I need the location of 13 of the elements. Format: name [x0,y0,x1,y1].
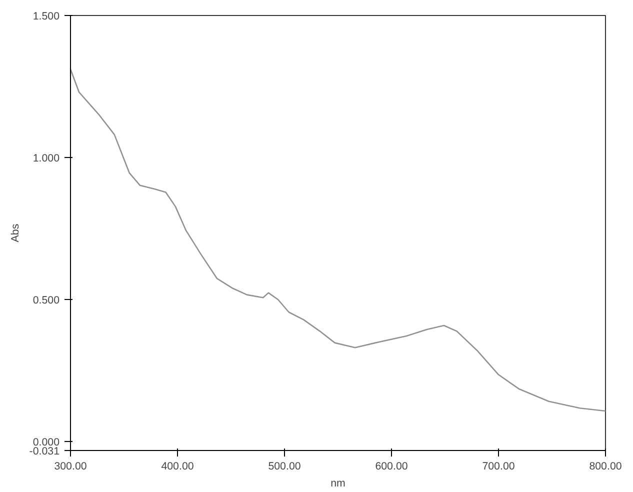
x-tick-label: 800.00 [589,460,622,472]
y-tick-label: 0.500 [32,294,60,307]
x-tick-label: 500.00 [268,460,301,472]
y-tick-label: -0.031 [29,446,60,458]
y-axis-title: Abs [9,224,22,242]
x-axis-title: nm [330,478,346,490]
y-tick-label: 1.000 [32,152,60,165]
x-tick-label: 600.00 [375,460,408,472]
x-tick-label: 700.00 [482,460,515,472]
y-tick-label: 1.500 [32,10,60,22]
x-tick-label: 300.00 [54,460,87,472]
x-tick-label: 400.00 [161,460,194,472]
line-series [70,68,606,412]
